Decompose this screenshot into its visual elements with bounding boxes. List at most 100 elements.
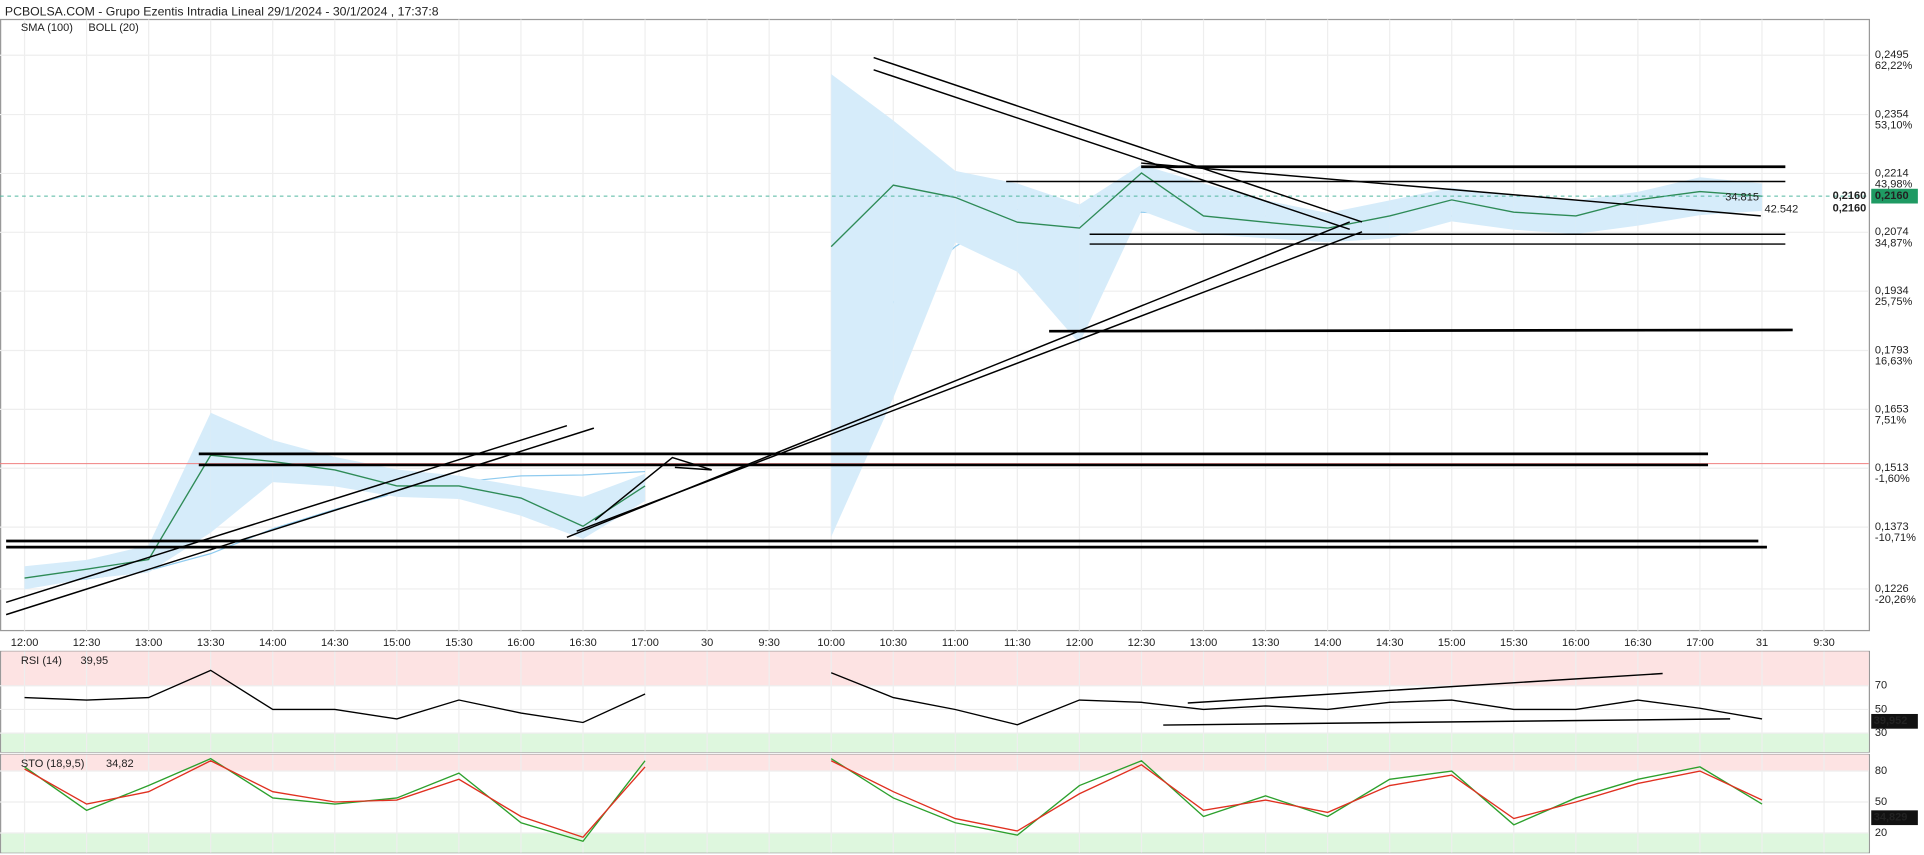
- indicator-legend: STO (18,9,5): [21, 758, 85, 770]
- data-line: [24, 760, 1763, 838]
- bollinger-band: [1017, 183, 1080, 344]
- x-tick-label: 11:30: [1004, 637, 1031, 649]
- x-tick-label: 10:00: [817, 637, 845, 649]
- bollinger-band: [1079, 164, 1142, 344]
- x-tick-label: 14:00: [259, 637, 287, 649]
- annotation: 34.815: [1725, 191, 1759, 203]
- bollinger-band: [148, 412, 211, 573]
- last-value-tag: 34,829: [1874, 812, 1908, 824]
- x-tick-label: 14:30: [1376, 637, 1404, 649]
- trendline: [873, 69, 1350, 231]
- y-tick-label: 30: [1875, 727, 1887, 739]
- bollinger-band: [334, 456, 397, 497]
- x-tick-label: 30: [701, 637, 713, 649]
- x-tick-label: 15:00: [383, 637, 411, 649]
- last-value-box: [1871, 713, 1918, 729]
- overbought-band: [1, 754, 1869, 772]
- data-line: [24, 669, 1763, 726]
- last-value-tag: 39,952: [1874, 715, 1908, 727]
- last-price-label: 0,2160: [1833, 190, 1867, 202]
- trendline: [5, 427, 595, 616]
- y-percent-label: 34,87%: [1875, 237, 1913, 249]
- bollinger-band: [458, 475, 521, 516]
- oversold-band: [1, 733, 1869, 753]
- x-tick-label: 14:00: [1314, 637, 1342, 649]
- y-tick-label: 0,1226: [1875, 583, 1909, 595]
- x-tick-label: 13:00: [1190, 637, 1218, 649]
- y-tick-label: 0,2074: [1875, 226, 1909, 238]
- x-tick-label: 13:30: [1252, 637, 1280, 649]
- y-percent-label: -10,71%: [1875, 532, 1916, 544]
- trendline: [873, 56, 1363, 223]
- y-percent-label: -1,60%: [1875, 473, 1910, 485]
- x-tick-label: 16:00: [1562, 637, 1590, 649]
- bollinger-band: [1141, 164, 1204, 234]
- x-tick-label: 13:30: [197, 637, 225, 649]
- x-tick-label: 12:00: [1066, 637, 1094, 649]
- overbought-band: [1, 651, 1869, 686]
- trendlines: [5, 56, 1793, 726]
- bollinger-band: [1451, 187, 1514, 230]
- y-tick-label: 0,1373: [1875, 521, 1909, 533]
- last-price-tag: 0,2160: [1875, 190, 1909, 202]
- trendline: [576, 231, 1363, 532]
- bollinger-band: [86, 545, 149, 579]
- trendline: [594, 456, 712, 521]
- y-tick-label: 20: [1875, 827, 1887, 839]
- bollinger-band: [396, 469, 459, 499]
- y-tick-label: 0,1513: [1875, 462, 1909, 474]
- y-percent-label: -20,26%: [1875, 594, 1916, 606]
- y-percent-label: 53,10%: [1875, 120, 1913, 132]
- bollinger-band: [1203, 183, 1266, 239]
- y-tick-label: 0,1653: [1875, 403, 1909, 415]
- indicator-legend-value: 39,95: [80, 655, 108, 667]
- y-tick-label: 50: [1875, 703, 1887, 715]
- y-percent-label: 7,51%: [1875, 414, 1906, 426]
- y-tick-label: 80: [1875, 765, 1887, 777]
- x-tick-label: 9:30: [1813, 637, 1834, 649]
- y-tick-label: 0,2214: [1875, 167, 1909, 179]
- bollinger-band: [1265, 200, 1328, 243]
- x-tick-label: 9:30: [758, 637, 779, 649]
- x-tick-label: 16:30: [569, 637, 597, 649]
- x-tick-label: 16:00: [507, 637, 535, 649]
- x-tick-label: 11:00: [942, 637, 969, 649]
- x-tick-label: 17:00: [1686, 637, 1714, 649]
- annotation: 42.542: [1764, 204, 1798, 216]
- y-percent-label: 25,75%: [1875, 296, 1913, 308]
- labels: PCBOLSA.COM - Grupo Ezentis Intradia Lin…: [5, 4, 1916, 839]
- oversold-band: [1, 833, 1869, 853]
- y-percent-label: 62,22%: [1875, 60, 1913, 72]
- bollinger-band: [24, 559, 87, 590]
- y-tick-label: 0,1934: [1875, 285, 1909, 297]
- bollinger-band: [1637, 177, 1700, 226]
- y-percent-label: 43,98%: [1875, 178, 1913, 190]
- legend-entry: SMA (100): [21, 22, 73, 34]
- marks: [0, 74, 1918, 843]
- bollinger-band: [893, 120, 956, 399]
- x-tick-label: 15:30: [1500, 637, 1528, 649]
- y-tick-label: 0,1793: [1875, 344, 1909, 356]
- legend-entry: BOLL (20): [88, 22, 138, 34]
- backgrounds: [0, 18, 1871, 854]
- trendline: [1163, 718, 1731, 726]
- bollinger-band: [955, 170, 1018, 272]
- last-value-box: [1871, 810, 1918, 826]
- grid: [0, 19, 1869, 853]
- y-tick-label: 0,2495: [1875, 49, 1909, 61]
- x-tick-label: 12:00: [11, 637, 39, 649]
- x-tick-label: 31: [1756, 637, 1768, 649]
- bollinger-band: [210, 412, 273, 533]
- y-tick-label: 70: [1875, 680, 1887, 692]
- trendline: [1049, 328, 1793, 333]
- bollinger-band: [1389, 187, 1452, 239]
- indicator-legend-value: 34,82: [106, 758, 134, 770]
- x-tick-label: 15:00: [1438, 637, 1466, 649]
- trendline: [1187, 672, 1663, 704]
- x-tick-label: 14:30: [321, 637, 349, 649]
- x-tick-label: 12:30: [73, 637, 101, 649]
- indicator-legend: RSI (14): [21, 655, 62, 667]
- last-price-label: 0,2160: [1833, 202, 1867, 214]
